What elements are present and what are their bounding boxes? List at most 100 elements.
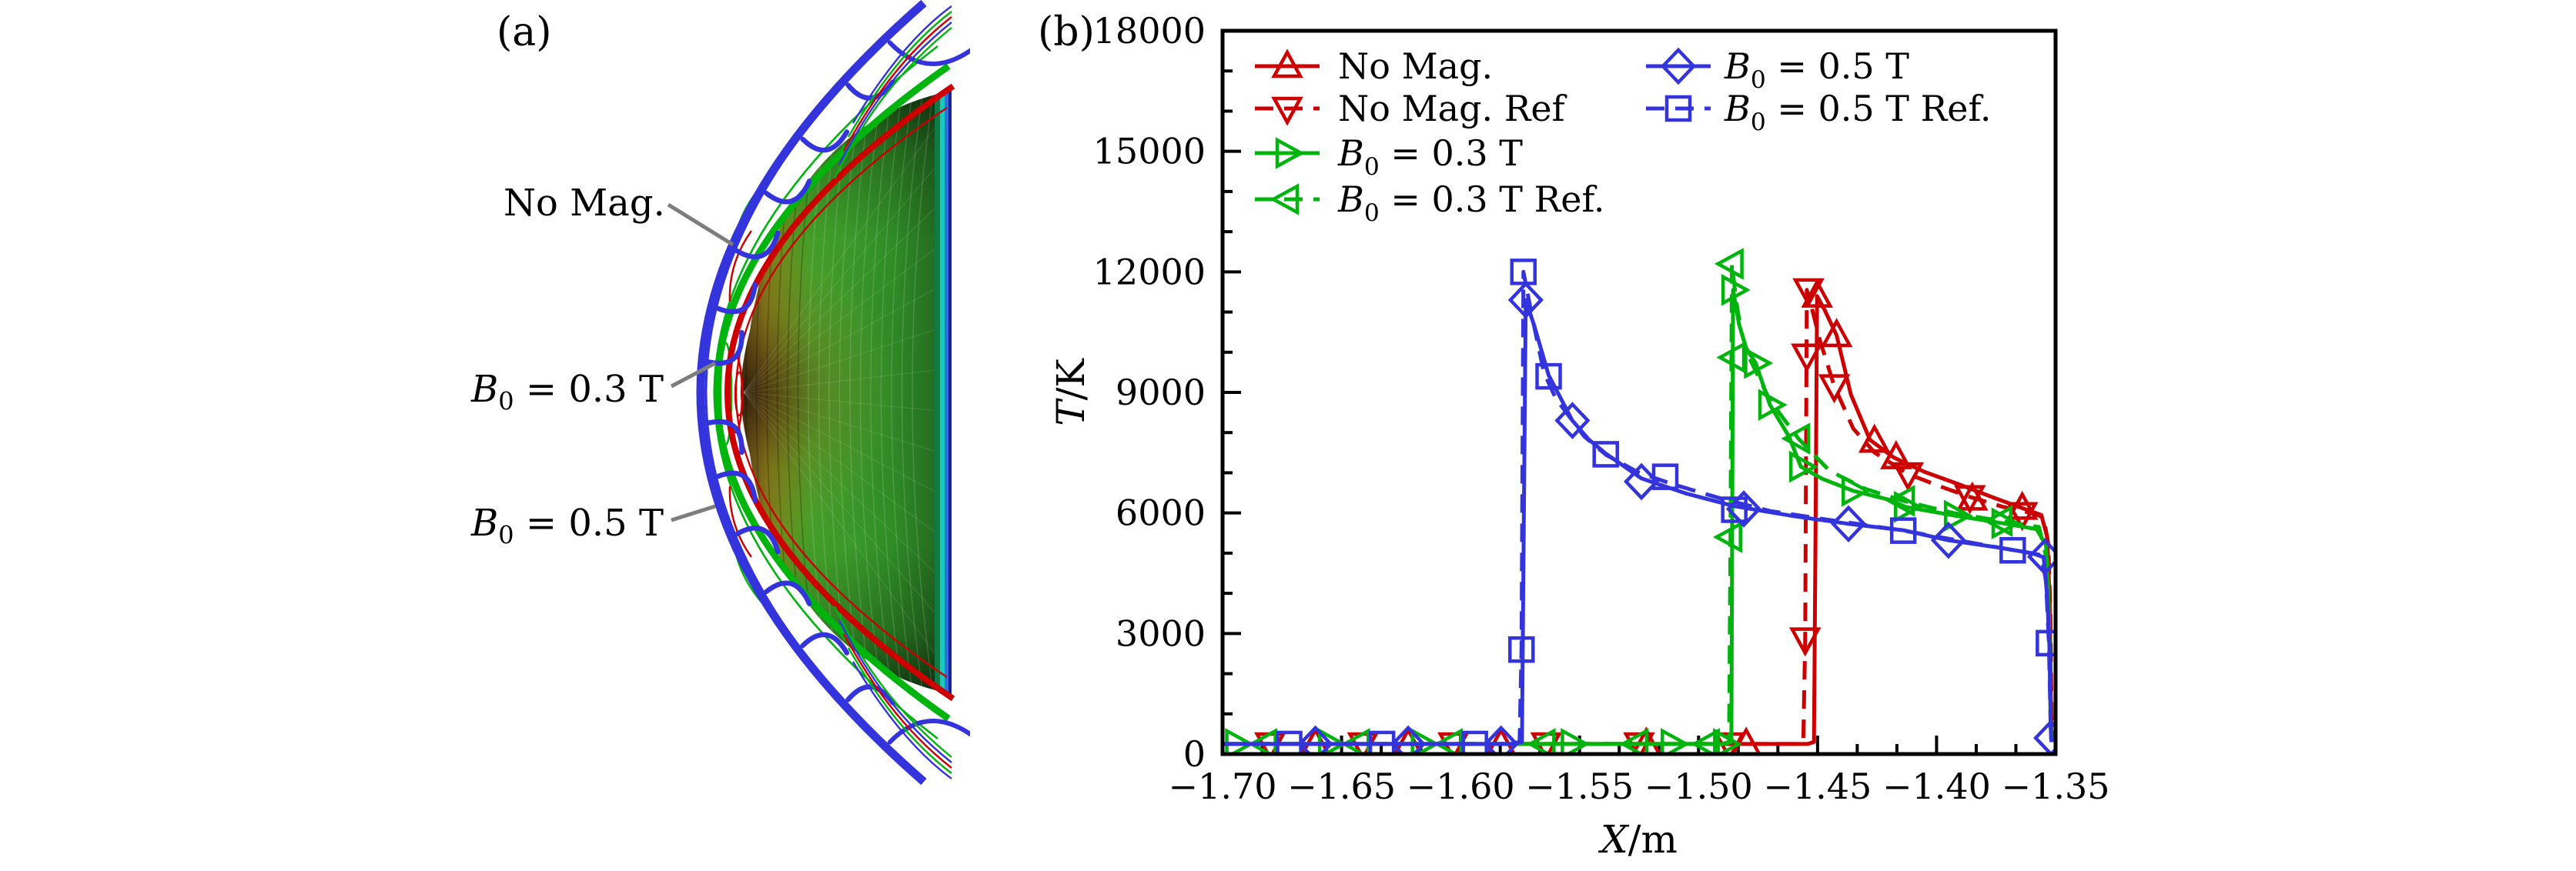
- y-tick-label: 6000: [1116, 492, 1206, 534]
- marker-square: [1535, 362, 1562, 390]
- marker-triangle-right: [1561, 728, 1591, 754]
- marker-diamond: [1660, 47, 1697, 85]
- annotation-text: = 0.5 T: [514, 502, 664, 545]
- legend-label: B0​ = 0.3 T: [1337, 132, 1523, 181]
- marker-triangle-right: [1713, 728, 1742, 754]
- x-tick-label: −1.50: [1644, 766, 1753, 807]
- legend-label: B0​ = 0.5 T: [1724, 45, 1909, 94]
- marker-diamond: [1830, 505, 1867, 543]
- annotation-var: B: [471, 502, 499, 545]
- x-tick-label: −1.40: [1882, 766, 1991, 807]
- marker-triangle-right: [1893, 491, 1923, 523]
- blue-streamline-hooks: [705, 40, 970, 745]
- marker-triangle-right: [1788, 450, 1818, 483]
- panel-a-plot: [667, 0, 970, 786]
- corner-contour-fans: [833, 5, 952, 779]
- body-base-color-strip: [935, 91, 952, 694]
- y-axis-label: T/K: [1049, 358, 1093, 426]
- y-tick-label: 0: [1183, 733, 1206, 775]
- y-tick-label: 9000: [1116, 372, 1206, 413]
- marker-diamond: [1554, 402, 1591, 439]
- y-tick-label: 18000: [1093, 10, 1206, 52]
- marker-diamond: [1507, 281, 1544, 319]
- series-line-B0 = 0.3 T: [1223, 288, 2054, 746]
- marker-triangle-up: [1858, 423, 1891, 453]
- marker-triangle-left: [1714, 248, 1744, 280]
- series-line-B0 = 0.3 T Ref.: [1223, 262, 2054, 746]
- annotation-sub: 0: [498, 520, 514, 550]
- marker-triangle-right: [1841, 475, 1871, 507]
- data-series: [1223, 248, 2056, 754]
- series-line-No Mag.: [1223, 294, 2054, 746]
- annotation-sub: 0: [498, 386, 514, 416]
- marker-triangle-down: [1792, 278, 1825, 308]
- body-edge-shading: [741, 91, 952, 694]
- annotation-b03: B0 = 0.3 T: [471, 368, 664, 416]
- panel-b-label: (b): [1038, 9, 1095, 55]
- marker-triangle-down: [1791, 343, 1823, 373]
- marker-triangle-left: [1781, 422, 1811, 455]
- x-tick-label: −1.60: [1407, 766, 1515, 807]
- marker-diamond: [1725, 490, 1762, 528]
- marker-triangle-left: [1270, 183, 1300, 215]
- marker-diamond: [2033, 719, 2056, 754]
- marker-triangle-up: [1820, 318, 1853, 348]
- x-axis-label: X/m: [1597, 817, 1678, 862]
- y-tick-label: 12000: [1093, 251, 1206, 292]
- red-shock-front: [724, 83, 955, 702]
- marker-diamond: [1623, 462, 1660, 501]
- marker-diamond: [1483, 725, 1519, 754]
- marker-triangle-right: [1943, 499, 1973, 532]
- marker-square: [1510, 259, 1537, 285]
- marker-triangle-right: [1991, 507, 2021, 540]
- x-tick-label: −1.55: [1525, 766, 1634, 807]
- leader-no-mag: [667, 202, 734, 247]
- marker-triangle-up: [1880, 439, 1912, 469]
- marker-triangle-right: [1275, 137, 1305, 169]
- leader-b05: [671, 504, 716, 522]
- blue-shock-front: [696, 0, 927, 786]
- annotation-no-mag: No Mag.: [503, 182, 665, 230]
- legend-label: B0​ = 0.3 T Ref.: [1337, 179, 1604, 227]
- x-tick-label: −1.65: [1287, 766, 1396, 807]
- marker-triangle-left: [1713, 521, 1742, 553]
- marker-diamond: [1390, 725, 1427, 754]
- x-tick-label: −1.70: [1169, 766, 1277, 807]
- y-tick-label: 15000: [1093, 131, 1206, 172]
- panel-a-label: (a): [497, 9, 552, 55]
- marker-triangle-right: [1758, 389, 1788, 421]
- marker-triangle-down: [2006, 502, 2039, 532]
- annotation-text: No Mag.: [503, 182, 665, 225]
- marker-triangle-right: [1721, 274, 1751, 306]
- series-line-No Mag. Ref: [1223, 288, 2055, 746]
- annotation-var: B: [471, 368, 499, 411]
- marker-triangle-up: [1271, 48, 1303, 78]
- plot-border: [1220, 28, 2058, 756]
- marker-triangle-right: [1661, 728, 1690, 754]
- x-tick-label: −1.35: [2002, 766, 2110, 807]
- temperature-chart: −1.70 −1.65 −1.60 −1.55 −1.50 −1.45 −1.40 −1.35…: [1049, 10, 2110, 862]
- marker-triangle-up: [1801, 278, 1834, 308]
- x-tick-label: −1.45: [1763, 766, 1872, 807]
- marker-triangle-left: [1885, 485, 1915, 517]
- leader-b03: [670, 361, 717, 389]
- marker-triangle-up: [1956, 481, 1989, 511]
- marker-diamond: [1297, 725, 1333, 754]
- marker-triangle-down: [1788, 627, 1822, 657]
- green-shock-front: [713, 63, 951, 722]
- marker-diamond: [1930, 521, 1966, 559]
- annotation-b05: B0 = 0.5 T: [471, 502, 664, 550]
- marker-triangle-up: [2006, 490, 2039, 520]
- series-line-B0 = 0.5 T: [1223, 298, 2054, 746]
- legend-label: No Mag. Ref: [1338, 88, 1567, 129]
- marker-triangle-down: [1271, 96, 1303, 126]
- marker-triangle-right: [1744, 347, 1774, 379]
- marker-triangle-down: [1818, 374, 1851, 404]
- legend-label: B0​ = 0.5 T Ref.: [1724, 88, 1991, 136]
- marker-square: [1592, 441, 1619, 468]
- y-tick-label: 3000: [1116, 612, 1206, 654]
- annotation-text: = 0.3 T: [514, 368, 664, 411]
- marker-square: [1664, 95, 1692, 122]
